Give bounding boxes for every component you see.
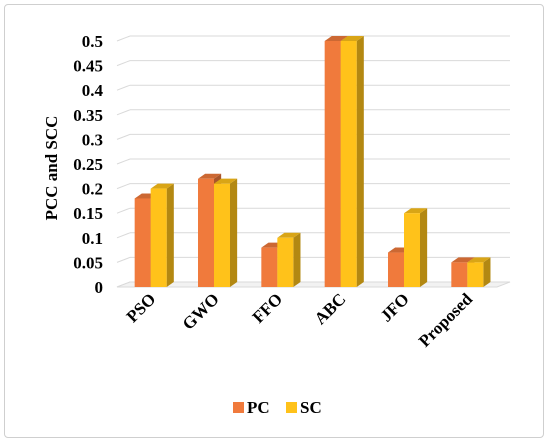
bars [134,36,491,287]
bar-sc-gwo [214,178,238,287]
legend-label: PC [247,398,270,417]
gridline-depth [116,232,131,239]
gridline-depth [116,183,131,190]
floor-plane [116,281,511,288]
y-tick-label: 0.45 [73,57,103,76]
gridlines [116,35,510,288]
y-tick-label: 0.4 [82,81,104,100]
y-tick-label: 0 [95,278,104,297]
gridline-depth [116,84,131,91]
bar-sc-jfo [404,208,428,287]
legend-item-pc: PC [233,398,270,417]
x-tick-label: GWO [179,289,223,333]
gridline-depth [116,207,131,214]
y-tick-label: 0.1 [82,229,103,248]
bar-sc-ffo [277,232,301,287]
legend-swatch [286,402,297,413]
y-tick-label: 0.15 [73,204,103,223]
y-axis-ticks: 0 0.05 0.1 0.15 0.2 0.25 0.3 0.35 0.4 0.45 0.5 [73,32,103,297]
legend-swatch [233,402,244,413]
y-tick-label: 0.5 [82,32,103,51]
x-tick-label: ABC [311,289,350,328]
x-tick-label: JFO [377,289,413,325]
bar-sc-abc [340,36,364,287]
chart-frame [4,4,544,438]
legend-label: SC [300,398,322,417]
x-tick-label: PSO [123,289,160,326]
bar-sc-pso [150,183,174,287]
y-tick-label: 0.2 [82,180,103,199]
x-axis-ticks: PSO GWO FFO ABC JFO Proposed [123,289,477,351]
legend-item-sc: SC [286,398,322,417]
gridline-depth [116,133,131,140]
y-tick-label: 0.35 [73,106,103,125]
legend: PC SC [233,398,322,417]
gridline-depth [116,35,131,42]
gridline-depth [116,109,131,116]
gridline-depth [116,256,131,263]
x-tick-label: Proposed [415,289,477,351]
gridline-depth [116,158,131,165]
x-tick-label: FFO [249,289,286,326]
y-tick-label: 0.25 [73,155,103,174]
y-tick-label: 0.05 [73,253,103,272]
y-axis-label: PCC and SCC [42,116,61,221]
gridline-depth [116,60,131,67]
bar-sc-proposed [467,257,491,287]
chart-floor [116,281,511,288]
y-tick-label: 0.3 [82,130,103,149]
